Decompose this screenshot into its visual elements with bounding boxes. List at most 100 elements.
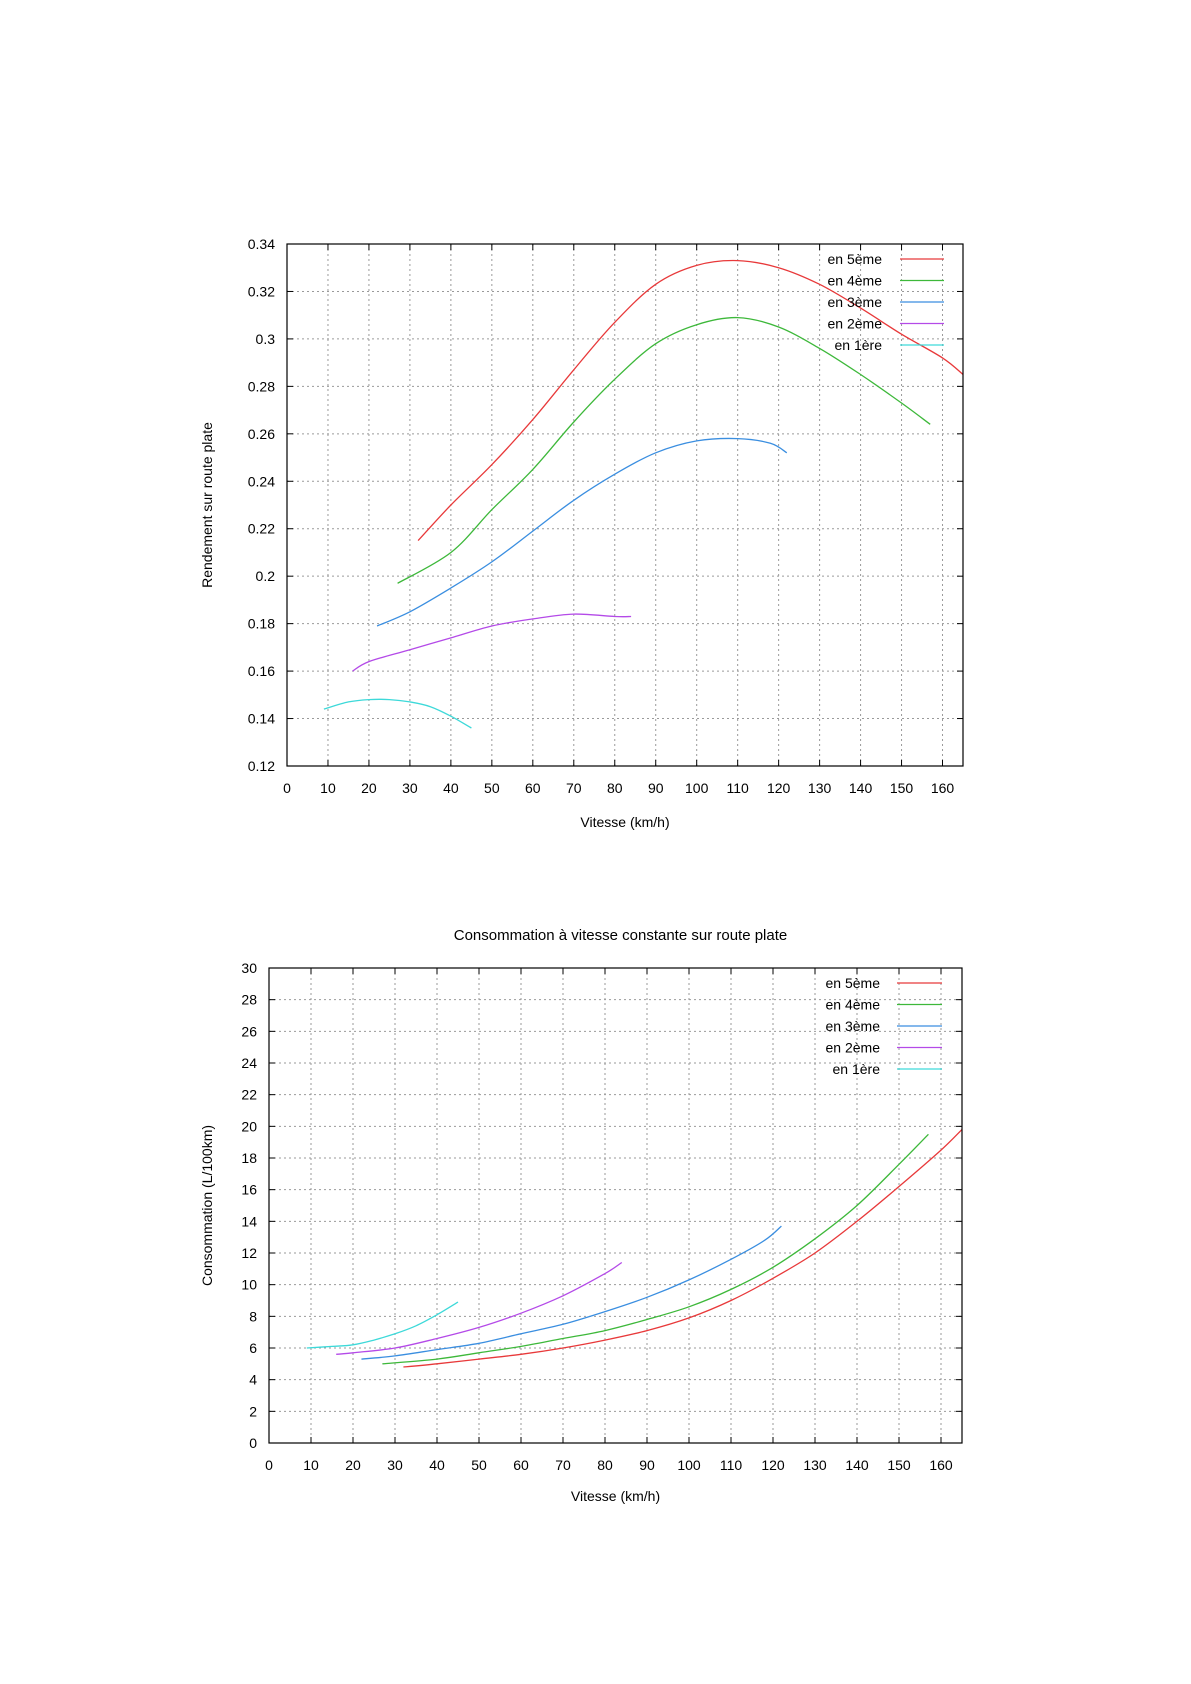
series-group <box>323 259 964 729</box>
series-line-3 <box>361 1225 782 1360</box>
y-tick-label: 30 <box>241 960 257 976</box>
x-tick-label: 90 <box>639 1457 655 1473</box>
legend-label: en 1ère <box>833 1061 881 1077</box>
x-tick-label: 20 <box>361 780 377 796</box>
series-line-5 <box>323 698 472 729</box>
y-tick-label: 20 <box>241 1118 257 1134</box>
y-tick-label: 0.18 <box>248 616 275 632</box>
y-tick-label: 0.16 <box>248 663 275 679</box>
y-tick-label: 12 <box>241 1245 257 1261</box>
x-tick-label: 110 <box>727 780 750 796</box>
y-axis-title: Rendement sur route plate <box>199 422 215 588</box>
x-tick-label: 70 <box>555 1457 571 1473</box>
legend-label: en 1ère <box>835 337 883 353</box>
y-tick-label: 0.32 <box>248 283 275 299</box>
x-tick-label: 100 <box>677 1457 701 1473</box>
x-tick-label: 70 <box>566 780 582 796</box>
series-line-2 <box>397 316 931 584</box>
y-tick-label: 0.22 <box>248 521 275 537</box>
y-tick-label: 0.14 <box>248 711 275 727</box>
x-tick-label: 110 <box>720 1457 743 1473</box>
y-tick-label: 0.34 <box>248 236 275 252</box>
y-tick-label: 0.12 <box>248 758 275 774</box>
x-tick-label: 10 <box>303 1457 319 1473</box>
plot-frame <box>268 967 963 1444</box>
x-axis-ticks: 0 10 20 30 40 50 60 70 80 90 100 110 120 130 140 150 160 <box>283 244 954 796</box>
x-axis-title: Vitesse (km/h) <box>571 1488 660 1504</box>
efficiency-chart: 0 10 20 30 40 50 60 70 80 90 100 110 120 130 140 150 160… <box>199 236 964 830</box>
y-tick-label: 8 <box>249 1308 257 1324</box>
x-tick-label: 120 <box>767 780 791 796</box>
y-tick-label: 0 <box>249 1435 257 1451</box>
y-tick-label: 16 <box>241 1182 257 1198</box>
series-line-2 <box>382 1133 929 1365</box>
y-tick-label: 22 <box>241 1087 257 1103</box>
x-tick-label: 130 <box>803 1457 827 1473</box>
legend-label: en 3ème <box>828 294 883 310</box>
y-tick-label: 2 <box>249 1403 257 1419</box>
legend-label: en 3ème <box>826 1018 881 1034</box>
x-tick-label: 160 <box>929 1457 953 1473</box>
legend: en 5ème en 4ème en 3ème en 2ème en 1ère <box>828 251 944 353</box>
x-tick-label: 30 <box>402 780 418 796</box>
legend-label: en 4ème <box>826 997 881 1013</box>
x-tick-label: 80 <box>607 780 623 796</box>
legend-label: en 2ème <box>826 1040 881 1056</box>
legend-label: en 5ème <box>826 975 881 991</box>
y-tick-label: 28 <box>241 992 257 1008</box>
x-tick-label: 50 <box>471 1457 487 1473</box>
series-line-4 <box>336 1261 623 1355</box>
legend: en 5ème en 4ème en 3ème en 2ème en 1ère <box>826 975 942 1077</box>
x-tick-label: 150 <box>890 780 914 796</box>
x-tick-label: 80 <box>597 1457 613 1473</box>
y-tick-label: 0.26 <box>248 426 275 442</box>
series-line-5 <box>306 1301 459 1349</box>
x-tick-label: 0 <box>265 1457 273 1473</box>
y-tick-label: 26 <box>241 1023 257 1039</box>
x-tick-label: 50 <box>484 780 500 796</box>
legend-label: en 4ème <box>828 273 883 289</box>
x-tick-label: 90 <box>648 780 664 796</box>
x-tick-label: 20 <box>345 1457 361 1473</box>
x-tick-label: 40 <box>429 1457 445 1473</box>
x-tick-label: 120 <box>761 1457 785 1473</box>
x-tick-label: 40 <box>443 780 459 796</box>
legend-label: en 5ème <box>828 251 883 267</box>
y-tick-label: 4 <box>249 1372 257 1388</box>
y-tick-label: 0.2 <box>256 568 276 584</box>
x-tick-label: 140 <box>849 780 873 796</box>
consumption-chart: 0 10 20 30 40 50 60 70 80 90 100 110 120 130 140 150 160… <box>199 927 963 1504</box>
y-tick-label: 24 <box>241 1055 257 1071</box>
x-tick-label: 10 <box>320 780 336 796</box>
grid <box>287 244 963 766</box>
series-line-1 <box>403 1129 963 1368</box>
series-group <box>306 1129 963 1368</box>
chart-title: Consommation à vitesse constante sur rou… <box>454 927 788 944</box>
x-tick-label: 60 <box>525 780 541 796</box>
y-tick-label: 14 <box>241 1213 257 1229</box>
x-tick-label: 160 <box>931 780 955 796</box>
y-tick-label: 0.24 <box>248 473 275 489</box>
y-tick-label: 18 <box>241 1150 257 1166</box>
y-tick-label: 0.28 <box>248 378 275 394</box>
y-tick-label: 0.3 <box>256 331 276 347</box>
x-tick-label: 140 <box>845 1457 869 1473</box>
y-tick-label: 10 <box>241 1277 257 1293</box>
grid <box>269 968 962 1443</box>
series-line-3 <box>376 437 788 627</box>
legend-label: en 2ème <box>828 316 883 332</box>
x-tick-label: 30 <box>387 1457 403 1473</box>
y-axis-title: Consommation (L/100km) <box>199 1125 215 1286</box>
x-tick-label: 60 <box>513 1457 529 1473</box>
x-axis-title: Vitesse (km/h) <box>580 814 669 830</box>
plot-frame <box>286 243 964 767</box>
series-line-1 <box>417 259 964 542</box>
y-tick-label: 6 <box>249 1340 257 1356</box>
x-tick-label: 0 <box>283 780 291 796</box>
x-tick-label: 130 <box>808 780 832 796</box>
x-tick-label: 100 <box>685 780 709 796</box>
series-line-4 <box>352 613 632 672</box>
x-tick-label: 150 <box>887 1457 911 1473</box>
